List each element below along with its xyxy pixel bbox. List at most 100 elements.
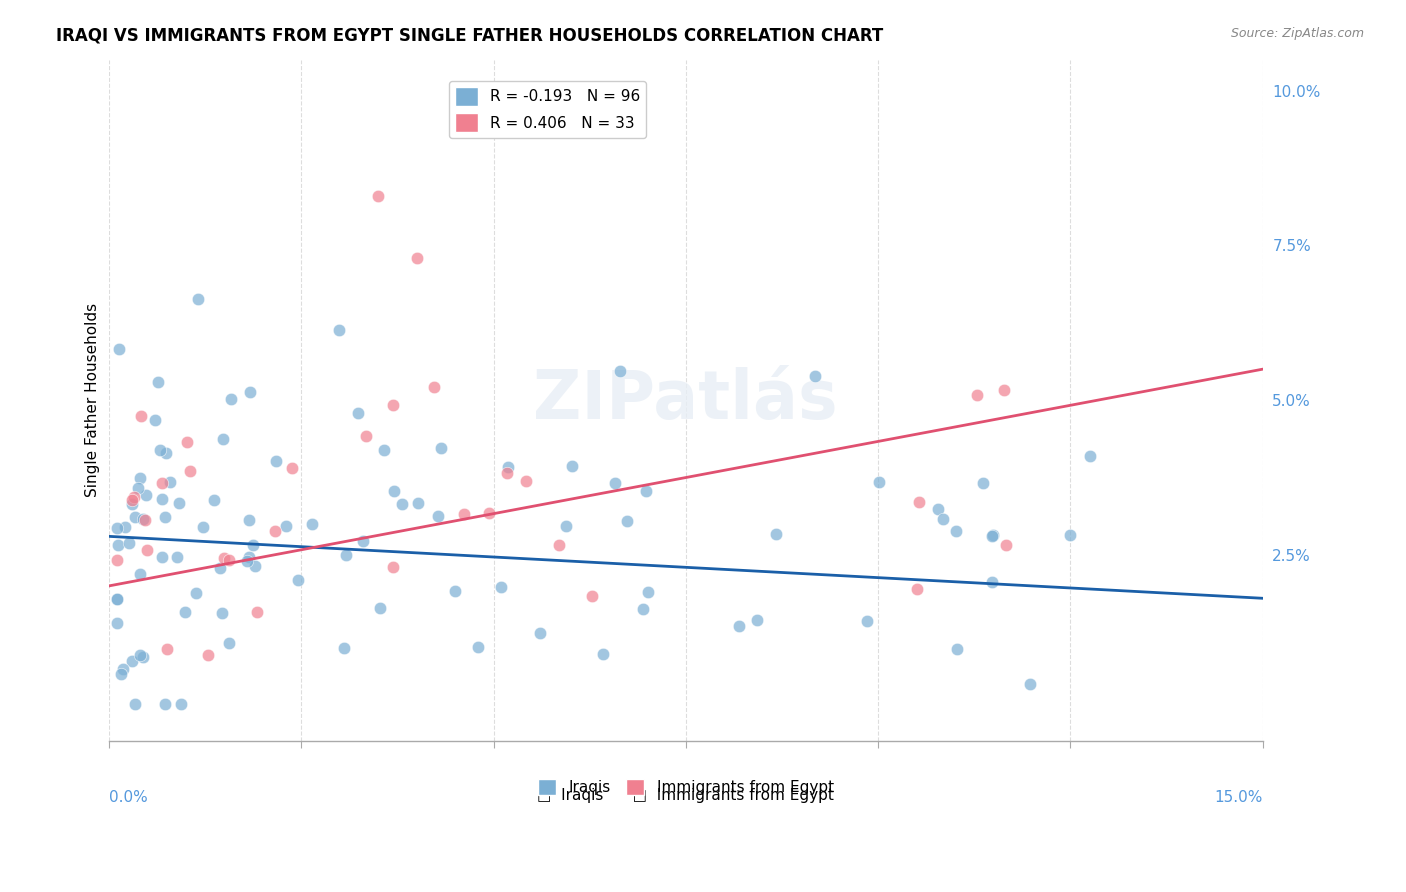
Point <box>868 475 890 489</box>
Point <box>202 493 225 508</box>
Point <box>972 475 994 490</box>
Legend: Iraqis, Immigrants from Egypt: Iraqis, Immigrants from Egypt <box>531 773 839 801</box>
Point <box>159 475 181 490</box>
Point <box>150 549 173 564</box>
Point <box>121 493 143 508</box>
Point <box>134 513 156 527</box>
Point <box>149 443 172 458</box>
Point <box>105 520 128 534</box>
Point <box>276 518 298 533</box>
Point <box>218 552 240 566</box>
Point <box>728 618 751 632</box>
Point <box>444 583 467 598</box>
Point <box>110 666 132 681</box>
Point <box>333 641 356 656</box>
Point <box>426 508 449 523</box>
Point <box>496 460 519 475</box>
Point <box>132 649 155 664</box>
Point <box>981 528 1004 542</box>
Point <box>105 615 128 630</box>
Point <box>803 369 825 384</box>
Point <box>218 636 240 650</box>
Point <box>236 554 259 568</box>
Point <box>581 589 603 603</box>
Point <box>211 606 233 620</box>
Point <box>637 585 659 599</box>
Point <box>1078 449 1101 463</box>
Point <box>555 519 578 533</box>
Point <box>129 648 152 663</box>
Point <box>287 573 309 587</box>
Point <box>280 461 302 475</box>
Point <box>367 189 389 203</box>
Text: 0.0%: 0.0% <box>110 790 148 805</box>
Point <box>118 535 141 549</box>
Point <box>150 491 173 506</box>
Point <box>264 454 287 468</box>
Point <box>592 648 614 662</box>
Point <box>995 538 1018 552</box>
Point <box>187 292 209 306</box>
Point <box>136 543 159 558</box>
Point <box>981 575 1004 590</box>
Point <box>561 459 583 474</box>
Point <box>238 513 260 527</box>
Point <box>945 524 967 538</box>
Point <box>430 441 453 455</box>
Point <box>515 474 537 488</box>
Point <box>301 516 323 531</box>
Point <box>765 526 787 541</box>
Text: 15.0%: 15.0% <box>1215 790 1263 805</box>
Point <box>529 626 551 640</box>
Point <box>219 392 242 406</box>
Point <box>121 497 143 511</box>
Point <box>382 560 405 574</box>
Point <box>167 495 190 509</box>
Point <box>197 648 219 662</box>
Point <box>156 642 179 657</box>
Point <box>373 443 395 458</box>
Point <box>209 560 232 574</box>
Point <box>114 520 136 534</box>
Point <box>212 551 235 566</box>
Point <box>453 507 475 521</box>
Point <box>631 601 654 615</box>
Point <box>609 364 631 378</box>
Point <box>238 550 260 565</box>
Text: □  Iraqis      □  Immigrants from Egypt: □ Iraqis □ Immigrants from Egypt <box>537 789 834 804</box>
Point <box>1059 528 1081 542</box>
Point <box>981 529 1004 543</box>
Point <box>636 484 658 499</box>
Point <box>112 662 135 676</box>
Text: IRAQI VS IMMIGRANTS FROM EGYPT SINGLE FATHER HOUSEHOLDS CORRELATION CHART: IRAQI VS IMMIGRANTS FROM EGYPT SINGLE FA… <box>56 27 883 45</box>
Point <box>129 409 152 423</box>
Point <box>105 592 128 607</box>
Point <box>243 559 266 574</box>
Point <box>127 481 149 495</box>
Point <box>603 476 626 491</box>
Point <box>124 509 146 524</box>
Point <box>616 514 638 528</box>
Point <box>191 520 214 534</box>
Point <box>135 488 157 502</box>
Point <box>354 429 377 443</box>
Point <box>155 446 177 460</box>
Point <box>122 490 145 504</box>
Point <box>1018 676 1040 690</box>
Point <box>932 512 955 526</box>
Point <box>467 640 489 655</box>
Point <box>408 496 430 510</box>
Point <box>495 466 517 480</box>
Point <box>176 434 198 449</box>
Point <box>382 398 405 412</box>
Point <box>263 524 285 538</box>
Point <box>105 553 128 567</box>
Text: Source: ZipAtlas.com: Source: ZipAtlas.com <box>1230 27 1364 40</box>
Point <box>993 384 1015 398</box>
Point <box>131 512 153 526</box>
Point <box>905 582 928 597</box>
Point <box>173 606 195 620</box>
Point <box>405 251 427 265</box>
Point <box>382 484 405 499</box>
Point <box>548 538 571 552</box>
